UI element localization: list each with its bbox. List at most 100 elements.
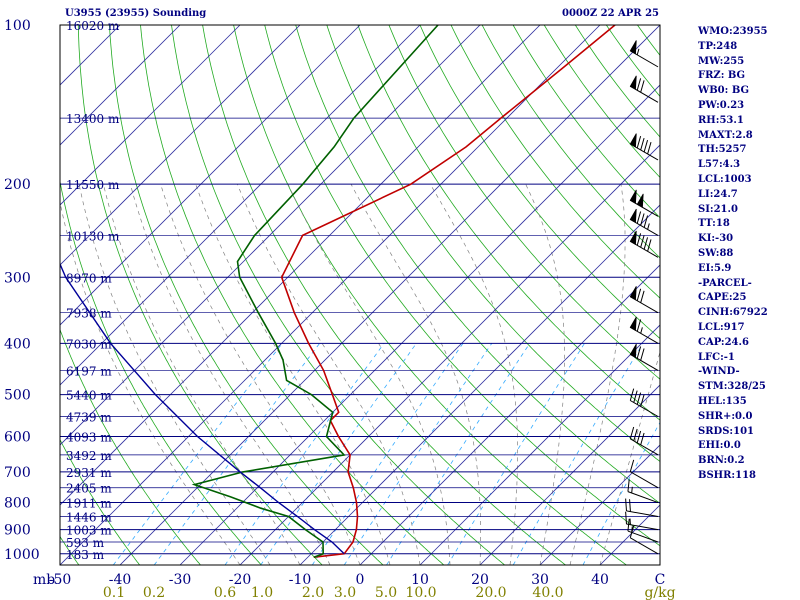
wind-barb xyxy=(629,426,659,456)
wind-barb-full xyxy=(627,479,630,492)
dry-adiabat xyxy=(481,25,660,259)
wind-barb xyxy=(629,208,659,236)
wind-barb xyxy=(629,286,659,314)
wind-barb xyxy=(627,518,659,543)
mixing-ratio-line xyxy=(343,343,493,565)
height-label: 2931 m xyxy=(66,466,112,480)
dry-adiabat xyxy=(264,25,660,547)
wind-barb-full xyxy=(643,215,649,228)
mixing-ratio-line xyxy=(386,343,531,565)
wind-barb-half xyxy=(631,486,633,494)
mixing-ratio-line xyxy=(260,343,417,565)
stat-item: STM:328/25 xyxy=(698,381,766,393)
wind-barb-full xyxy=(640,432,645,446)
moist-adiabat xyxy=(160,184,361,565)
moist-adiabat xyxy=(599,350,660,565)
temperature-tick-label: -30 xyxy=(169,572,192,588)
wind-barb-flag xyxy=(629,316,637,332)
wind-barb-full xyxy=(636,211,642,224)
dry-adiabat xyxy=(60,328,201,565)
wind-barb-flag xyxy=(629,343,637,359)
dry-adiabat xyxy=(295,25,660,504)
temperature-tick-label: 20 xyxy=(471,572,489,588)
isotherm xyxy=(60,25,481,446)
height-label: 1911 m xyxy=(66,497,112,511)
wind-barb xyxy=(625,511,659,531)
wind-barb-half xyxy=(631,526,633,533)
dry-adiabat xyxy=(388,25,660,380)
isotherm xyxy=(60,25,181,146)
wind-barb xyxy=(629,189,659,217)
sounding-time: 0000Z 22 APR 25 xyxy=(562,8,659,19)
wind-barb-full xyxy=(640,290,645,303)
wind-barb xyxy=(629,343,659,371)
wind-barb-full xyxy=(629,426,635,440)
moist-adiabat xyxy=(129,184,331,565)
sounding-lines xyxy=(60,25,616,558)
stat-item: SI:21.0 xyxy=(698,203,738,215)
isotherm xyxy=(539,444,660,565)
temperature-tick-label: 0 xyxy=(356,572,365,588)
height-label: 13400 m xyxy=(66,112,120,126)
mixing-ratio-label: 1.0 xyxy=(251,585,273,600)
dry-adiabat xyxy=(326,25,660,462)
stat-item: WB0: BG xyxy=(698,85,749,97)
pressure-label: 300 xyxy=(4,270,31,286)
isotherm xyxy=(119,25,660,565)
stat-item: SHR+:0.0 xyxy=(698,410,753,422)
wind-barb-full xyxy=(625,498,627,511)
wind-barb xyxy=(629,388,659,417)
station-title: U3955 (23955) Sounding xyxy=(65,8,207,19)
height-label: 3492 m xyxy=(66,449,112,463)
wind-barb-full xyxy=(640,348,645,361)
wind-barb-full xyxy=(640,394,645,407)
mixing-ratio-label: 40.0 xyxy=(532,585,563,600)
wind-barb-full xyxy=(636,430,642,444)
mixing-ratio-line xyxy=(224,343,385,565)
dry-adiabat xyxy=(77,25,323,565)
isotherm xyxy=(60,25,301,266)
wind-barb-flag xyxy=(636,193,644,208)
stat-item: CINH:67922 xyxy=(698,307,768,319)
stat-item: -WIND- xyxy=(698,366,740,378)
pressure-label: 600 xyxy=(4,429,31,445)
wind-barb-full xyxy=(643,139,649,153)
height-label: 7938 m xyxy=(66,307,112,321)
height-label: 4093 m xyxy=(66,430,112,444)
dry-adiabat xyxy=(60,438,141,565)
dry-adiabat xyxy=(357,25,660,421)
moist-adiabat xyxy=(287,184,451,565)
wind-barb-staff xyxy=(630,537,659,555)
wind-barbs xyxy=(625,40,659,555)
dry-adiabat xyxy=(171,25,505,565)
wind-barb-half xyxy=(636,48,640,56)
mixing-ratio-line xyxy=(447,343,585,565)
wind-barb-staff xyxy=(627,530,659,543)
wind-barb-full xyxy=(627,518,630,532)
stat-item: PW:0.23 xyxy=(698,99,745,111)
height-label: 2405 m xyxy=(66,482,112,496)
wind-barb-staff xyxy=(626,510,659,517)
stat-item: CAPE:25 xyxy=(698,292,747,304)
wind-barb-flag xyxy=(629,133,637,148)
temperature-tick-label: 40 xyxy=(591,572,609,588)
stability-index-panel: WMO:23955 TP:248 MW:255 FRZ: BG WB0: BG PW:0.… xyxy=(698,25,768,484)
height-label: 1446 m xyxy=(66,510,112,524)
stat-item: LFC:-1 xyxy=(698,351,735,363)
wind-barb-full xyxy=(640,213,645,226)
wind-barb-full xyxy=(629,459,635,472)
mixing-ratio-label: 5.0 xyxy=(375,585,397,600)
wind-barb-flag xyxy=(629,75,637,90)
wind-barb-full xyxy=(636,346,642,359)
wind-barb-staff xyxy=(630,471,659,489)
wind-barb-flag xyxy=(629,230,637,245)
dry-adiabat xyxy=(140,25,445,565)
isotherm xyxy=(179,84,660,565)
height-label: 1003 m xyxy=(66,524,112,538)
pressure-label: 500 xyxy=(4,388,31,404)
wind-barb xyxy=(629,230,659,258)
moist-adiabat xyxy=(60,200,241,565)
stat-item: CAP:24.6 xyxy=(698,336,749,348)
isotherm xyxy=(359,264,660,565)
